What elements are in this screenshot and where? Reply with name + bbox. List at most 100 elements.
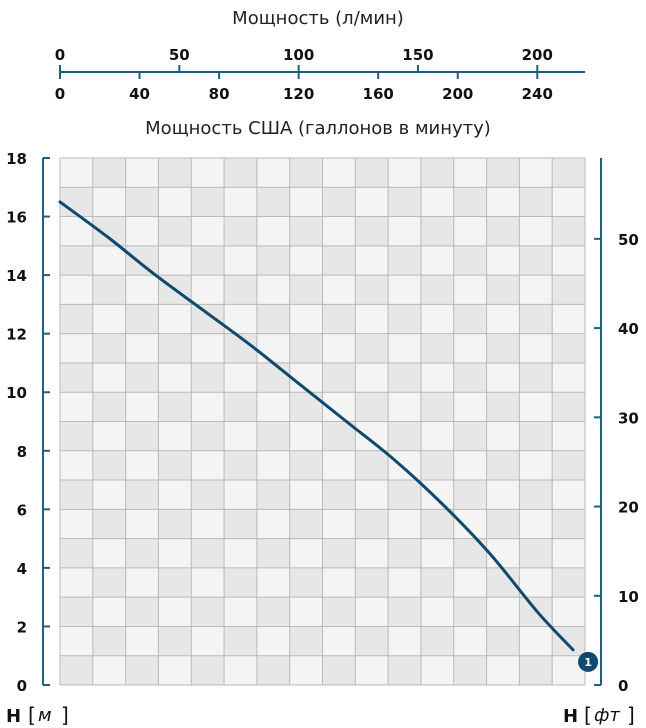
grid-cell: [552, 333, 585, 363]
grid-cell: [60, 655, 93, 685]
grid-cell: [191, 275, 225, 305]
top-axis-title: Мощность (л/мин): [232, 8, 404, 29]
grid-cell: [256, 304, 290, 334]
grid-cell: [158, 626, 192, 656]
grid-cell: [420, 333, 454, 363]
grid-cell: [224, 538, 257, 568]
grid-cell: [453, 304, 487, 334]
grid-cell: [125, 275, 159, 305]
grid-cell: [125, 480, 159, 510]
grid-cell: [92, 187, 126, 217]
left-tick-label: 10: [6, 384, 27, 402]
grid-cell: [355, 567, 389, 598]
grid-cell: [158, 509, 192, 539]
grid-cell: [322, 187, 356, 217]
grid-cell: [322, 245, 356, 276]
grid-cell: [355, 538, 389, 568]
grid-cell: [289, 304, 323, 334]
left-bracket-close: ]: [61, 703, 69, 727]
bottom-tick-label: 240: [522, 85, 553, 103]
top-tick-label: 150: [402, 46, 433, 64]
grid-cell: [256, 567, 290, 598]
grid-cell: [322, 304, 356, 334]
grid-cell: [125, 626, 159, 656]
grid-cell: [60, 333, 93, 363]
grid-cell: [322, 655, 356, 685]
left-tick-label: 14: [6, 267, 27, 285]
grid-cell: [158, 538, 192, 568]
left-tick-label: 12: [6, 326, 27, 344]
grid-cell: [355, 245, 389, 276]
grid-cell: [552, 597, 585, 627]
grid-cell: [92, 245, 126, 276]
grid-cell: [519, 392, 553, 422]
series-marker-label: 1: [584, 656, 592, 669]
grid-cell: [322, 362, 356, 393]
grid-cell: [92, 567, 126, 598]
grid-cell: [552, 480, 585, 510]
left-tick-label: 6: [17, 501, 27, 519]
right-bracket-close: ]: [627, 703, 635, 727]
grid-cell: [552, 567, 585, 598]
grid-cell: [388, 450, 421, 481]
grid-cell: [92, 655, 126, 685]
grid-cell: [453, 626, 487, 656]
grid-cell: [256, 421, 290, 451]
grid-cell: [191, 655, 225, 685]
grid-cell: [125, 655, 159, 685]
grid-cell: [158, 450, 192, 481]
grid-cell: [486, 275, 520, 305]
grid-cell: [453, 392, 487, 422]
grid-cell: [486, 245, 520, 276]
grid-cell: [420, 567, 454, 598]
grid-cell: [256, 480, 290, 510]
grid-cell: [420, 187, 454, 217]
grid-cell: [224, 421, 257, 451]
grid-cell: [486, 392, 520, 422]
grid-cell: [92, 480, 126, 510]
grid-cell: [60, 567, 93, 598]
grid-cell: [191, 626, 225, 656]
grid-cell: [158, 304, 192, 334]
grid-cell: [486, 304, 520, 334]
grid-cell: [191, 333, 225, 363]
grid-cell: [486, 450, 520, 481]
grid-cell: [191, 392, 225, 422]
grid-cell: [388, 655, 421, 685]
grid-cell: [191, 187, 225, 217]
grid-cell: [158, 158, 192, 188]
grid-cell: [355, 450, 389, 481]
y-axes: 0 2 4 6 8 10 12 14 16 18 0 10 20 30 40 50: [6, 150, 639, 695]
grid-cell: [289, 655, 323, 685]
grid-cell: [125, 509, 159, 539]
grid-cell: [355, 421, 389, 451]
grid-cell: [256, 216, 290, 246]
grid-cell: [388, 304, 421, 334]
grid-cell: [486, 216, 520, 246]
grid-cell: [388, 509, 421, 539]
grid-cell: [453, 655, 487, 685]
right-tick-label: 10: [618, 588, 639, 606]
grid-cell: [191, 216, 225, 246]
grid-cell: [92, 362, 126, 393]
grid-cell: [420, 450, 454, 481]
grid-cell: [519, 275, 553, 305]
grid-cell: [224, 392, 257, 422]
grid-cell: [355, 509, 389, 539]
grid-cell: [486, 655, 520, 685]
grid-cell: [224, 480, 257, 510]
grid-cell: [453, 480, 487, 510]
grid-cell: [92, 626, 126, 656]
grid-cell: [322, 216, 356, 246]
grid-cell: [322, 158, 356, 188]
grid-cell: [60, 187, 93, 217]
grid-cell: [289, 626, 323, 656]
grid-cell: [125, 304, 159, 334]
grid-cell: [92, 421, 126, 451]
grid-cell: [420, 626, 454, 656]
left-bracket-open: [: [28, 703, 36, 727]
grid-cell: [552, 538, 585, 568]
left-tick-label: 18: [6, 150, 27, 168]
grid-cell: [191, 480, 225, 510]
grid-cell: [322, 480, 356, 510]
